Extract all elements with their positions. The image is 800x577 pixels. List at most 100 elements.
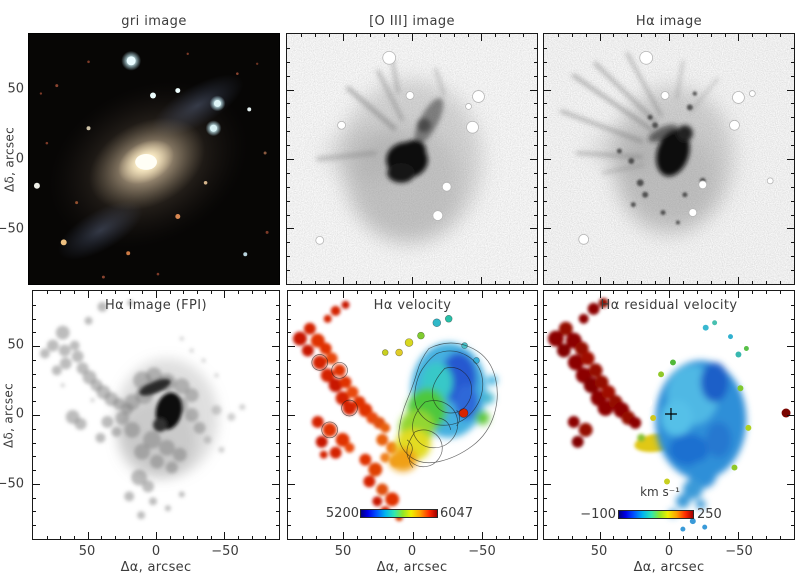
tick-mark (534, 200, 537, 202)
tick-mark (655, 281, 657, 284)
tick-mark (544, 145, 547, 147)
tick-mark (791, 332, 794, 334)
tick-mark (301, 291, 303, 294)
tick-mark (33, 318, 36, 320)
tick-mark (534, 373, 537, 375)
tick-mark (425, 34, 427, 37)
tick-mark (33, 304, 36, 306)
ha-velocity-panel: Hα velocity (287, 290, 538, 540)
tick-mark (710, 291, 712, 294)
tick-mark (534, 61, 537, 63)
tick-mark (287, 200, 290, 202)
tick-mark (627, 34, 629, 37)
tick-mark (197, 536, 198, 539)
tick-mark (791, 511, 794, 513)
tick-mark (599, 34, 601, 41)
tick-mark (530, 159, 537, 160)
tick-mark (287, 75, 290, 77)
tick-mark (791, 428, 794, 430)
tick-mark (74, 536, 75, 539)
tick-mark (115, 536, 116, 539)
dark-nucleus (386, 98, 444, 183)
tick-mark (613, 291, 615, 294)
tick-mark (287, 145, 290, 147)
tick-mark (481, 277, 483, 284)
oiii-emission-image (287, 34, 537, 284)
tick-mark (276, 456, 279, 458)
tick-mark (398, 281, 400, 284)
masked-stars (578, 50, 774, 245)
tick-mark (682, 281, 684, 284)
tick-mark (287, 89, 294, 91)
tick-mark (627, 291, 629, 294)
tick-mark (33, 483, 40, 485)
tick-mark (276, 442, 279, 444)
tick-mark (276, 525, 279, 527)
tick-mark (544, 456, 547, 458)
tick-mark (544, 428, 547, 430)
tick-mark (315, 536, 317, 539)
tick-mark (371, 291, 372, 294)
tick-mark (544, 214, 547, 216)
foreground-stars (33, 50, 269, 279)
tick-mark (544, 103, 547, 105)
tick-mark (356, 281, 358, 284)
tick-mark (453, 281, 455, 284)
tick-mark (342, 34, 344, 41)
tick-mark (210, 536, 212, 539)
tick-mark (544, 117, 547, 119)
y-tick-label: 0 (15, 151, 24, 167)
ha-emission-image (544, 34, 794, 284)
tick-mark (544, 47, 547, 49)
tick-mark (272, 346, 279, 348)
tick-mark (288, 483, 295, 485)
tick-mark (398, 536, 400, 539)
dark-red-streamer (547, 297, 642, 448)
tick-mark (357, 536, 359, 539)
tick-mark (509, 291, 511, 294)
tick-mark (791, 304, 794, 306)
gri-image-panel (28, 33, 280, 285)
tick-mark (33, 442, 36, 444)
tick-mark (738, 277, 740, 284)
tick-mark (384, 536, 386, 539)
tick-mark (412, 291, 414, 298)
tick-mark (142, 291, 144, 294)
tick-mark (780, 536, 782, 539)
y-tick-label: 50 (7, 81, 24, 97)
tick-mark (287, 228, 294, 230)
tick-mark (495, 291, 497, 294)
tick-mark (682, 34, 684, 37)
tick-mark (682, 291, 684, 294)
tick-mark (534, 103, 537, 105)
tick-mark (791, 172, 794, 174)
tick-mark (276, 497, 279, 499)
tick-mark (599, 291, 601, 298)
tick-mark (288, 442, 291, 444)
x-tick-label: −50 (725, 544, 753, 559)
tick-mark (544, 511, 547, 513)
tick-mark (384, 291, 386, 294)
tick-mark (544, 89, 551, 91)
tick-mark (534, 270, 537, 272)
tick-mark (787, 159, 794, 160)
tick-mark (585, 34, 587, 37)
tick-mark (544, 525, 547, 527)
tick-mark (287, 159, 294, 160)
tick-mark (534, 145, 537, 147)
y-tick-label: 50 (7, 337, 24, 353)
tick-mark (534, 47, 537, 49)
tick-mark (425, 281, 427, 284)
tick-mark (33, 511, 36, 513)
tick-mark (467, 34, 469, 37)
panel-title-oiii: [O III] image (369, 14, 455, 29)
tick-mark (710, 281, 712, 284)
x-tick-label: −50 (211, 544, 239, 559)
tick-mark (453, 34, 455, 37)
tick-mark (210, 291, 212, 294)
tick-mark (627, 536, 629, 539)
tick-mark (669, 277, 670, 284)
tick-mark (530, 89, 537, 91)
filaments (316, 57, 446, 162)
tick-mark (787, 483, 794, 485)
